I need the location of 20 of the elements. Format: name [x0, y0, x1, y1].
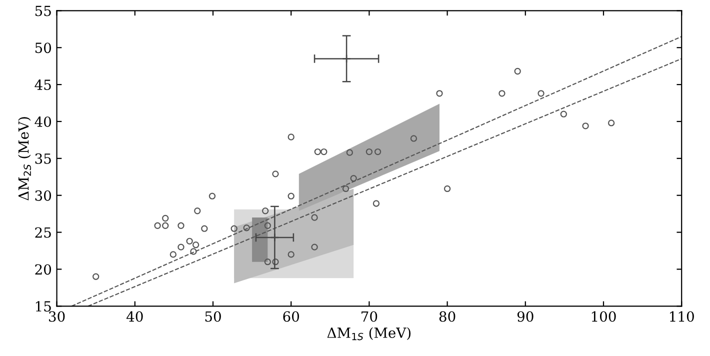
x-tick-label: 50: [205, 311, 221, 322]
x-tick-label: 30: [49, 311, 65, 322]
y-tick-label: 50: [35, 42, 52, 54]
y-tick-label: 35: [35, 153, 51, 164]
x-tick-label: 60: [283, 311, 300, 322]
x-tick-label: 100: [592, 311, 616, 322]
y-axis-title: ΔM$_{2S}$ (MeV): [18, 117, 32, 200]
x-tick-label: 70: [362, 311, 378, 322]
y-tick-label: 20: [35, 264, 52, 275]
x-tick-label: 90: [517, 311, 534, 322]
x-tick-label: 110: [670, 311, 694, 322]
y-tick-label: 30: [35, 190, 52, 201]
y-tick-label: 25: [35, 227, 51, 238]
x-axis-title: ΔM$_{1S}$ (MeV): [327, 327, 411, 340]
y-tick-label: 45: [34, 80, 51, 90]
x-tick-label: 40: [126, 311, 143, 322]
x-tick-label: 80: [439, 311, 456, 322]
y-tick-label: 15: [36, 301, 51, 312]
y-tick-label: 55: [35, 6, 51, 16]
y-tick-label: 40: [34, 116, 52, 127]
